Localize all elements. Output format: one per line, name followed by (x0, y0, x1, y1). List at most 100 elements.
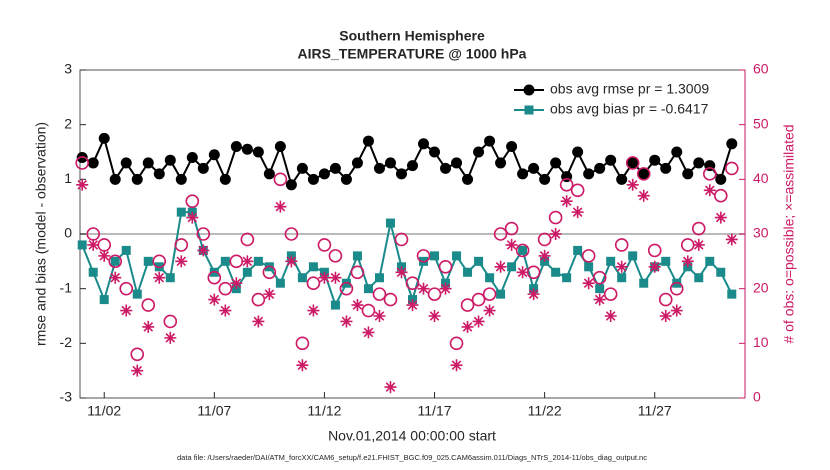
data-point (143, 256, 153, 266)
data-point (496, 289, 506, 299)
data-point (583, 168, 595, 180)
data-point (406, 299, 419, 312)
data-point (485, 273, 495, 283)
legend-symbol (523, 84, 535, 96)
data-point (606, 256, 616, 266)
data-point (603, 287, 618, 301)
data-point (471, 292, 486, 307)
data-point (440, 162, 452, 174)
data-point (592, 270, 607, 285)
data-point (186, 151, 198, 163)
data-point (307, 173, 319, 185)
chart-subtitle: AIRS_TEMPERATURE @ 1000 hPa (298, 46, 527, 62)
data-point (482, 287, 497, 301)
data-point (130, 347, 145, 362)
data-point (605, 154, 617, 166)
data-point (626, 178, 639, 191)
data-point (197, 162, 209, 174)
data-point (504, 221, 519, 236)
data-point (450, 359, 463, 372)
data-point (515, 243, 530, 258)
legend-marker (523, 84, 535, 96)
data-point (152, 254, 167, 269)
data-point (329, 271, 342, 284)
data-point (636, 167, 651, 181)
data-point (110, 256, 120, 266)
y2-tick-label: 10 (753, 334, 769, 350)
y-tick-label: -3 (60, 389, 73, 405)
data-point (639, 278, 649, 288)
data-point (439, 282, 452, 295)
data-point (318, 271, 331, 284)
data-point (537, 232, 552, 247)
data-point (562, 273, 572, 283)
data-point (196, 227, 211, 241)
data-point (352, 251, 362, 261)
data-point (452, 251, 462, 261)
legend-box (510, 78, 740, 124)
data-point (682, 168, 694, 180)
data-point (724, 161, 739, 176)
data-point (428, 310, 441, 322)
data-point (253, 256, 263, 266)
data-point (330, 300, 340, 310)
data-point (725, 233, 738, 246)
data-point (329, 162, 341, 174)
data-point (263, 168, 275, 180)
data-point (306, 276, 321, 291)
data-point (220, 256, 230, 266)
data-point (617, 273, 627, 283)
data-point (241, 255, 254, 268)
data-point (230, 277, 243, 290)
data-point (87, 157, 99, 169)
data-point (328, 249, 343, 263)
data-point (462, 173, 474, 185)
x-tick-label: 11/22 (528, 403, 562, 419)
data-point (670, 304, 683, 317)
data-point (604, 310, 617, 322)
data-point (681, 255, 694, 268)
data-point (474, 256, 484, 266)
data-point (427, 287, 442, 301)
data-point (120, 157, 132, 169)
data-point (351, 299, 364, 312)
data-point (141, 298, 156, 312)
y-tick-label: -2 (60, 334, 73, 350)
data-point (218, 281, 233, 296)
data-point (372, 287, 387, 301)
data-point (694, 273, 704, 283)
data-point (164, 331, 177, 344)
data-point (394, 232, 409, 247)
data-point (164, 154, 176, 166)
data-point (727, 289, 737, 299)
data-point (627, 157, 639, 169)
data-point (703, 184, 716, 197)
data-point (384, 381, 397, 394)
data-point (548, 210, 563, 225)
data-point (493, 227, 508, 241)
data-point (262, 265, 277, 280)
data-point (340, 173, 352, 185)
data-point (241, 143, 253, 155)
legend-label: obs avg bias pr = -0.6417 (550, 101, 709, 117)
data-point (463, 267, 473, 277)
data-point (175, 255, 188, 268)
data-point (351, 157, 363, 169)
legend-label: obs avg rmse pr = 1.3009 (550, 81, 709, 97)
data-point (252, 315, 265, 328)
data-point (614, 238, 629, 252)
data-point (418, 138, 430, 150)
data-point (484, 135, 496, 147)
footnote: data file: /Users/raeder/DAI/ATM_forcXX/… (177, 453, 647, 462)
data-point (615, 260, 628, 273)
data-point (702, 167, 717, 181)
data-point (362, 135, 374, 147)
data-point (594, 162, 606, 174)
data-point (581, 249, 596, 263)
data-point (240, 232, 255, 247)
data-point (308, 262, 318, 272)
y-tick-label: 2 (64, 115, 72, 131)
legend-marker (524, 105, 534, 115)
data-point (671, 146, 683, 158)
data-point (559, 178, 574, 192)
